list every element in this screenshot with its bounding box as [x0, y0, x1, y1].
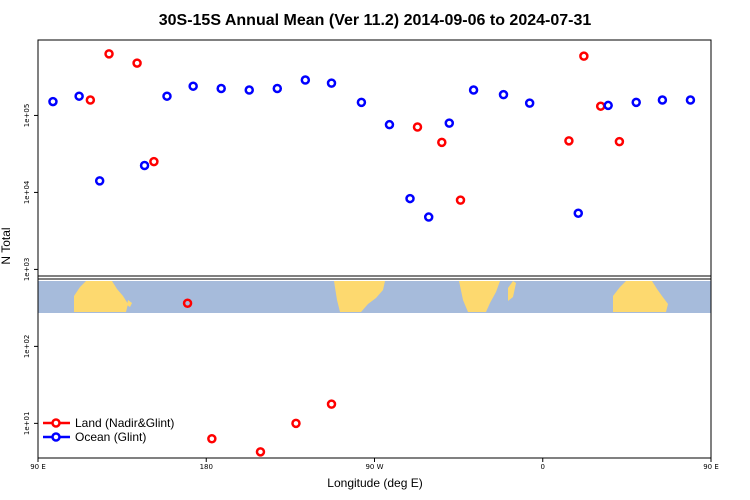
map-strip: [38, 281, 711, 313]
ocean-point: [188, 81, 198, 91]
legend-marker-land: [51, 418, 61, 428]
chart-title: 30S-15S Annual Mean (Ver 11.2) 2014-09-0…: [159, 12, 592, 29]
land-australia-repeat: [613, 281, 668, 312]
x-tick-label: 90 W: [365, 463, 383, 471]
land-point: [132, 58, 142, 68]
land-point: [85, 95, 96, 105]
ocean-point: [356, 97, 367, 108]
land-southern-africa: [459, 281, 500, 312]
ocean-point: [162, 91, 172, 101]
x-tick-label: 90 E: [30, 463, 46, 471]
ocean-point: [444, 118, 455, 128]
x-tick-label: 0: [541, 463, 545, 471]
y-axis-label: N Total: [0, 227, 13, 264]
land-new-caledonia: [127, 300, 132, 307]
land-point: [412, 122, 423, 132]
land-point: [149, 156, 159, 167]
y-tick-label: 1e+01: [23, 412, 31, 436]
land-point: [104, 49, 114, 59]
ocean-point: [603, 100, 613, 111]
ocean-point: [48, 96, 58, 107]
legend-label-land: Land (Nadir&Glint): [75, 416, 174, 430]
land-australia: [74, 281, 128, 312]
land-point: [455, 195, 466, 205]
land-point: [614, 136, 625, 147]
ocean-point: [573, 208, 584, 218]
legend: Land (Nadir&Glint)Ocean (Glint): [43, 416, 174, 444]
y-tick-label: 1e+03: [23, 258, 31, 282]
ocean-point: [524, 98, 535, 108]
ocean-point: [300, 75, 311, 85]
land-point: [579, 51, 589, 61]
ocean-point: [216, 83, 226, 94]
land-madagascar: [508, 281, 516, 301]
ocean-point: [326, 78, 337, 88]
data-points: [48, 49, 696, 457]
land-point: [595, 101, 606, 111]
land-masses: [74, 281, 668, 312]
legend-marker-ocean: [51, 432, 61, 442]
land-point: [437, 137, 447, 148]
land-point: [255, 447, 266, 457]
plot-frame: [37, 39, 712, 459]
y-tick-label: 1e+02: [23, 335, 31, 359]
x-tick-label: 180: [200, 463, 213, 471]
land-point: [182, 298, 193, 309]
land-south-america: [334, 281, 385, 312]
ocean-point: [685, 95, 696, 105]
y-tick-label: 1e+05: [23, 104, 31, 128]
ocean-point: [139, 160, 150, 171]
x-tick-label: 90 E: [703, 463, 719, 471]
ocean-point: [74, 91, 84, 101]
land-point: [564, 136, 574, 146]
land-point: [291, 418, 301, 429]
ocean-point: [94, 176, 105, 186]
x-axis-label: Longitude (deg E): [327, 476, 422, 490]
x-axis: 90 E 180 90 W 0 90 E: [30, 458, 719, 471]
ocean-point: [244, 85, 254, 95]
ocean-point: [657, 95, 668, 105]
ocean-point: [384, 119, 395, 130]
ocean-point: [631, 97, 641, 108]
ocean-point: [498, 89, 509, 100]
ocean-point: [468, 85, 479, 95]
y-axis: 1e+01 1e+02 1e+03 1e+04 1e+05: [23, 104, 38, 435]
land-point: [207, 434, 217, 444]
ocean-point: [272, 83, 283, 94]
land-point: [326, 399, 337, 409]
y-tick-label: 1e+04: [23, 180, 31, 204]
ocean-point: [423, 212, 434, 222]
ocean-point: [405, 193, 415, 204]
legend-label-ocean: Ocean (Glint): [75, 430, 146, 444]
